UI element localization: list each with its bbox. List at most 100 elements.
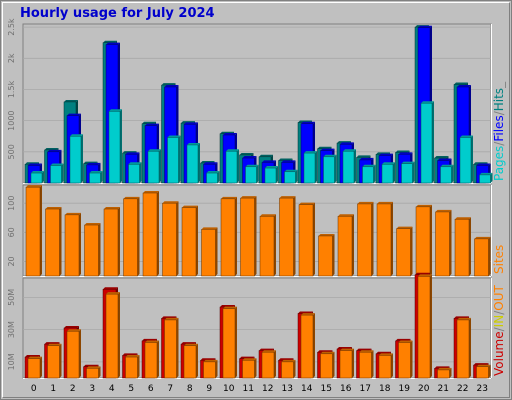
sites-panel: 20 60 100 Sites (7, 184, 506, 277)
chart-title: Hourly usage for July 2024 (20, 6, 215, 21)
sites-bar-14 (298, 202, 315, 277)
sites-bar-5 (123, 196, 140, 277)
x-tick-label-4: 4 (109, 384, 115, 394)
pages-bar-0 (30, 171, 44, 184)
sites-bar-22 (454, 217, 471, 277)
out-bar-21 (437, 367, 452, 379)
x-tick-label-22: 22 (457, 384, 468, 394)
sites-bar-0 (25, 185, 42, 277)
out-bar-7 (164, 317, 179, 379)
out-bar-17 (359, 350, 374, 379)
sites-bar-13 (279, 196, 296, 277)
out-bar-8 (183, 343, 198, 379)
volume-legend: Volume/IN/OUT (492, 285, 506, 376)
pages-bar-18 (381, 162, 395, 184)
usage-y-tick-label: 1.5k (7, 80, 16, 98)
pages-bar-6 (147, 149, 161, 184)
pages-bar-13 (284, 169, 298, 184)
pages-bar-23 (479, 172, 493, 184)
usage-y-tick-label: 1000 (7, 110, 16, 130)
usage-y-tick-label: 2k (7, 53, 16, 63)
x-tick-label-12: 12 (262, 384, 273, 394)
x-tick-label-10: 10 (223, 384, 235, 394)
pages-bar-7 (167, 135, 181, 184)
sites-bar-2 (64, 212, 81, 277)
pages-bar-21 (440, 164, 454, 184)
pages-bar-16 (342, 149, 356, 184)
x-tick-label-1: 1 (50, 384, 56, 394)
x-tick-label-14: 14 (301, 384, 313, 394)
x-tick-label-3: 3 (89, 384, 95, 394)
sites-bar-19 (396, 226, 413, 277)
out-bar-15 (320, 351, 335, 379)
x-tick-label-23: 23 (477, 384, 488, 394)
pages-bar-8 (186, 142, 200, 184)
out-bar-3 (86, 366, 101, 379)
out-bar-6 (144, 340, 159, 379)
pages-bar-5 (128, 162, 142, 184)
sites-bar-3 (84, 223, 101, 277)
sites-bar-1 (45, 207, 62, 277)
sites-bar-6 (142, 191, 159, 277)
sites-bar-10 (220, 196, 237, 277)
pages-bar-10 (225, 149, 239, 184)
usage-plot-area (22, 23, 492, 184)
sites-bar-16 (337, 214, 354, 277)
x-tick-label-13: 13 (282, 384, 293, 394)
pages-bar-3 (89, 171, 103, 184)
x-tick-label-21: 21 (438, 384, 449, 394)
x-tick-label-2: 2 (70, 384, 76, 394)
pages-bar-11 (245, 164, 259, 184)
out-bar-23 (476, 364, 491, 379)
out-bar-0 (27, 356, 42, 379)
out-bar-5 (125, 355, 140, 379)
pages-bar-9 (206, 171, 220, 184)
out-bar-2 (66, 329, 81, 379)
x-tick-label-8: 8 (187, 384, 193, 394)
pages-bar-22 (459, 135, 473, 184)
x-axis: 0 1 2 3 4 5 6 7 8 9 10 11 12 13 14 15 16 17 18 19 20 21 22 23 (31, 384, 488, 394)
out-bar-10 (222, 306, 237, 379)
out-bar-22 (456, 317, 471, 379)
x-tick-label-15: 15 (321, 384, 332, 394)
out-bar-11 (242, 358, 257, 379)
sites-bar-23 (474, 236, 491, 277)
volume-y-tick-label: 30M (7, 321, 16, 338)
pages-bar-2 (69, 134, 83, 184)
sites-bar-21 (435, 209, 452, 277)
pages-bar-14 (303, 151, 317, 184)
sites-bar-18 (376, 201, 393, 277)
pages-bar-19 (401, 161, 415, 184)
sites-legend: Sites (492, 245, 506, 274)
volume-y-tick-label: 10M (7, 353, 16, 370)
usage-panel: 500 1000 1.5k 2k 2.5k Pages/Files/Hits_ (7, 18, 506, 184)
x-tick-label-19: 19 (399, 384, 411, 394)
pages-bar-15 (323, 154, 337, 184)
sites-bar-17 (357, 201, 374, 277)
sites-bar-15 (318, 233, 335, 277)
sites-bar-7 (162, 201, 179, 277)
x-tick-label-9: 9 (206, 384, 212, 394)
pages-bar-17 (362, 164, 376, 184)
pages-bar-4 (108, 109, 122, 184)
pages-bar-1 (50, 163, 64, 184)
out-bar-14 (300, 313, 315, 379)
x-tick-label-17: 17 (360, 384, 371, 394)
x-tick-label-7: 7 (167, 384, 173, 394)
sites-bar-20 (415, 204, 432, 277)
sites-bar-11 (240, 196, 257, 277)
out-bar-20 (417, 274, 432, 379)
usage-y-tick-label: 2.5k (7, 18, 16, 36)
x-tick-label-0: 0 (31, 384, 37, 394)
out-bar-18 (378, 353, 393, 379)
x-tick-label-18: 18 (379, 384, 391, 394)
x-tick-label-5: 5 (128, 384, 134, 394)
sites-y-tick-label: 60 (7, 227, 16, 237)
sites-bar-12 (259, 214, 276, 277)
out-bar-19 (398, 340, 413, 379)
volume-panel: 10M 30M 50M Volume/IN/OUT (7, 277, 506, 379)
out-bar-4 (105, 292, 120, 379)
out-bar-12 (261, 350, 276, 379)
